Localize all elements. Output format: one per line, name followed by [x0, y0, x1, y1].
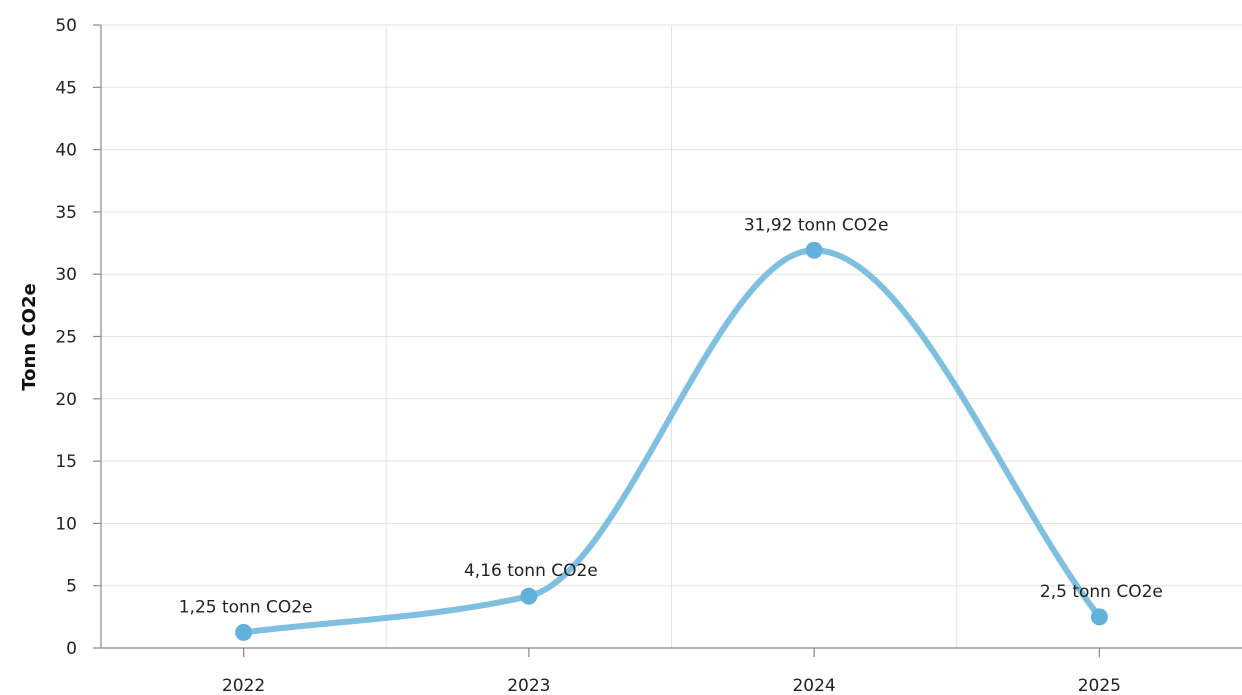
- y-tick-label: 30: [55, 265, 77, 285]
- x-tick-label: 2024: [792, 676, 835, 695]
- y-tick-label: 45: [55, 78, 77, 98]
- y-tick-label: 35: [55, 203, 77, 223]
- data-label: 31,92 tonn CO2e: [744, 215, 889, 235]
- data-point: [805, 241, 823, 259]
- data-label: 2,5 tonn CO2e: [1040, 582, 1163, 602]
- grid: [101, 24, 1242, 648]
- y-tick-label: 5: [66, 577, 77, 597]
- data-label: 1,25 tonn CO2e: [179, 597, 313, 617]
- y-tick-label: 0: [66, 639, 77, 659]
- y-tick-label: 15: [55, 452, 77, 472]
- y-tick-label: 25: [55, 328, 77, 348]
- data-labels: 1,25 tonn CO2e 4,16 tonn CO2e 31,92 tonn C…: [179, 215, 1163, 617]
- data-point: [1090, 608, 1108, 626]
- data-point: [235, 623, 253, 641]
- y-tick-label: 20: [55, 390, 77, 410]
- x-tick-label: 2023: [507, 676, 550, 695]
- data-label: 4,16 tonn CO2e: [464, 561, 598, 581]
- x-tick-label: 2022: [222, 676, 265, 695]
- y-tick-label: 10: [55, 514, 77, 534]
- x-tick-label: 2025: [1078, 676, 1121, 695]
- data-point: [520, 587, 538, 605]
- y-tick-label: 50: [55, 16, 77, 36]
- y-tick-label: 40: [55, 141, 77, 161]
- y-axis-title: Tonn CO2e: [19, 283, 40, 390]
- series: [235, 241, 1108, 641]
- series-line: [240, 247, 1103, 636]
